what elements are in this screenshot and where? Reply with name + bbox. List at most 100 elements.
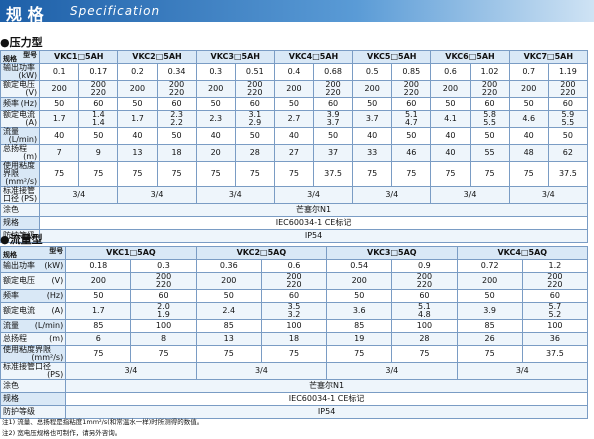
value-cell: 0.9 xyxy=(391,259,458,273)
value-cell: 50 xyxy=(326,289,393,303)
corner-bottom: 规格 xyxy=(3,251,17,259)
value-cell: 75 xyxy=(234,161,275,187)
value-cell: 60 xyxy=(391,289,458,303)
value-cell: 6 xyxy=(65,332,132,346)
value-cell: 75 xyxy=(456,345,523,363)
note: 注1) 流量、总扬程是指粘度1mm²/s(和常温水一样)时所测得的数值。 xyxy=(2,418,204,426)
row-label: 额定电流 (A) xyxy=(0,110,41,128)
value-cell: 200 xyxy=(508,80,549,98)
data-row: 使用粘度界限 (mm²/s) 75 75 75 75 75 75 75 37.5 75 75 75 75 7… xyxy=(0,161,589,187)
value-cell: 40 xyxy=(352,127,393,145)
label-text: 额定电流 xyxy=(3,110,35,119)
value-cell: 4.1 xyxy=(430,110,471,128)
value-cell: 20 xyxy=(195,144,236,162)
value-cell: 1.2 xyxy=(521,259,589,273)
unit: (mm²/s) xyxy=(5,177,38,186)
value-cell: 75 xyxy=(195,345,262,363)
value-cell: 60 xyxy=(312,97,354,111)
value-cell: 19 xyxy=(326,332,393,346)
value-cell: 3/4 xyxy=(508,186,589,204)
shared-row: 规格 IEC60034-1 CE标记 xyxy=(0,216,588,230)
row-label: 总扬程 (m) xyxy=(0,332,67,346)
section-title: ●流量型 xyxy=(0,233,43,246)
value-cell: 0.1 xyxy=(39,63,80,81)
value-cell: 0.34 xyxy=(156,63,197,81)
row-label: 涂色 xyxy=(0,379,67,393)
data-row: 标准接管口径 (PS) 3/4 3/4 3/4 3/4 xyxy=(0,362,589,380)
data-row: 额定电压 (V) 200 200 220 200 200 220 200 200 220 200… xyxy=(0,272,589,290)
value-cell: 200 220 xyxy=(260,272,328,290)
row-label: 涂色 xyxy=(0,203,41,217)
label-text: 规格 xyxy=(3,218,19,227)
data-row: 输出功率 (kW) 0.18 0.3 0.36 0.6 0.54 0.9 0.72 1.2 xyxy=(0,259,589,273)
value-cell: 26 xyxy=(456,332,523,346)
value-cell: 40 xyxy=(508,127,549,145)
model-header: VKC1□5AQ xyxy=(65,246,197,260)
value-cell: 0.51 xyxy=(234,63,275,81)
value-cell: 0.7 xyxy=(508,63,549,81)
value-cell: 0.6 xyxy=(430,63,471,81)
value-cell: 75 xyxy=(156,161,197,187)
value-cell: IEC60034-1 CE标记 xyxy=(39,216,588,230)
value-cell: 100 xyxy=(260,319,328,333)
value-cell: 60 xyxy=(260,289,328,303)
value-cell: 3.7 xyxy=(352,110,393,128)
corner-top: 型号 xyxy=(49,247,64,255)
value-cell: 200 xyxy=(195,80,236,98)
value-cell: 3/4 xyxy=(352,186,432,204)
note: 注2) 宽电压规格也可制作，请另外咨询。 xyxy=(2,429,122,437)
value-cell: 75 xyxy=(117,161,158,187)
label-text: 规格 xyxy=(3,394,19,403)
value-cell: 0.3 xyxy=(195,63,236,81)
model-header: VKC5□5AH xyxy=(352,50,432,64)
value-cell: 75 xyxy=(65,345,132,363)
value-cell: 0.85 xyxy=(391,63,432,81)
row-label: 规格 xyxy=(0,392,67,406)
value-cell: 13 xyxy=(117,144,158,162)
value-cell: 85 xyxy=(326,319,393,333)
value-cell: 2.0 1.9 xyxy=(130,302,197,320)
value-cell: 3/4 xyxy=(39,186,119,204)
value-cell: 50 xyxy=(117,97,158,111)
value-cell: 60 xyxy=(469,97,510,111)
unit: (PS) xyxy=(47,370,64,379)
value-cell: 50 xyxy=(39,97,80,111)
value-cell: 7 xyxy=(39,144,80,162)
value-cell: 60 xyxy=(521,289,589,303)
value-cell: 3/4 xyxy=(273,186,354,204)
value-cell: 200 220 xyxy=(547,80,589,98)
label-text: 涂色 xyxy=(3,205,19,214)
value-cell: 27 xyxy=(273,144,315,162)
value-cell: 60 xyxy=(391,97,432,111)
value-cell: 48 xyxy=(508,144,549,162)
value-cell: 3/4 xyxy=(456,362,589,380)
spec-table: 型号 规格 VKC1□5AQ VKC2□5AQ VKC3□5AQ VKC4□5AQ 输出功率… xyxy=(0,246,589,419)
value-cell: 75 xyxy=(391,161,432,187)
value-cell: 18 xyxy=(156,144,197,162)
value-cell: 5.1 4.8 xyxy=(391,302,458,320)
value-cell: 5.9 5.5 xyxy=(547,110,589,128)
label-text: 标准接管口径 xyxy=(3,362,51,371)
value-cell: 50 xyxy=(195,97,236,111)
banner: 规 格 Specification xyxy=(0,0,594,24)
label-text: 使用粘度界限 xyxy=(3,161,35,178)
data-row: 频率 (Hz) 50 60 50 60 50 60 50 60 xyxy=(0,289,589,303)
value-cell: 200 xyxy=(65,272,132,290)
value-cell: 50 xyxy=(508,97,549,111)
label-text: 频率 xyxy=(3,99,19,108)
value-cell: 9 xyxy=(78,144,119,162)
model-header: VKC4□5AQ xyxy=(456,246,589,260)
label-text: 额定电压 xyxy=(3,276,35,285)
value-cell: 200 220 xyxy=(130,272,197,290)
value-cell: 200 xyxy=(39,80,80,98)
value-cell: 75 xyxy=(326,345,393,363)
value-cell: 芒塞尔N1 xyxy=(39,203,588,217)
value-cell: 50 xyxy=(391,127,432,145)
row-label: 额定电压 (V) xyxy=(0,80,41,98)
value-cell: 55 xyxy=(469,144,510,162)
value-cell: 60 xyxy=(234,97,275,111)
value-cell: 3.9 3.7 xyxy=(312,110,354,128)
value-cell: 200 220 xyxy=(312,80,354,98)
label-text: 流量 xyxy=(3,321,19,330)
value-cell: 3/4 xyxy=(195,362,328,380)
